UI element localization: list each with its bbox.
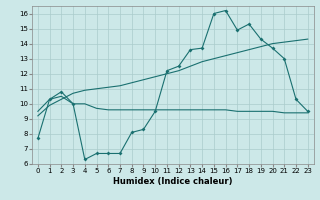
X-axis label: Humidex (Indice chaleur): Humidex (Indice chaleur) xyxy=(113,177,233,186)
